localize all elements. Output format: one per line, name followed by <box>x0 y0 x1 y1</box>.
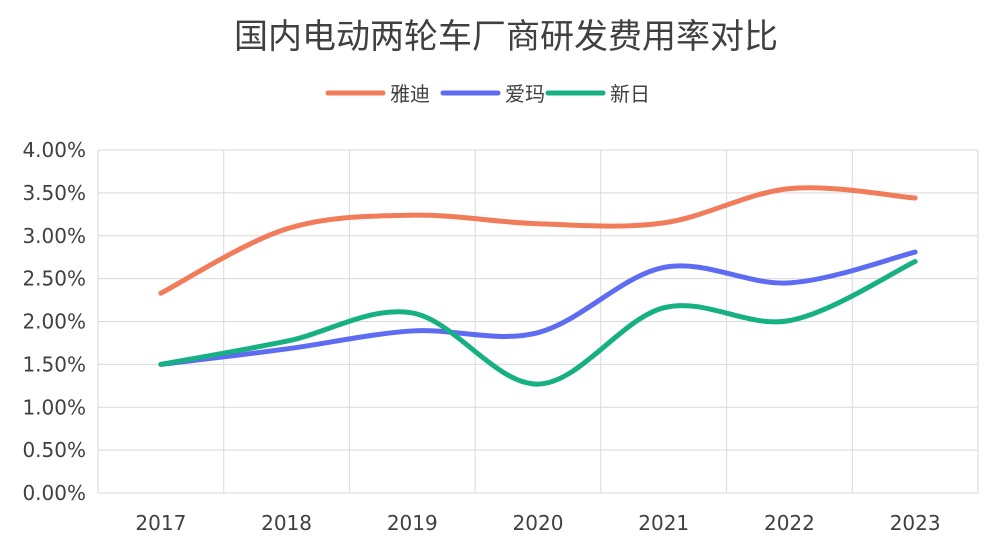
y-tick-label: 0.00% <box>22 481 86 505</box>
legend-label: 雅迪 <box>390 82 430 106</box>
y-tick-label: 3.50% <box>22 181 86 205</box>
series-lines <box>158 185 918 387</box>
y-axis-ticks: 0.00% 0.50% 1.00% 1.50% 2.00% 2.50% 3.00% 3.50%… <box>22 138 86 505</box>
y-tick-label: 0.50% <box>22 438 86 462</box>
x-tick-label: 2023 <box>890 511 941 535</box>
x-tick-label: 2017 <box>135 511 186 535</box>
y-tick-label: 3.00% <box>22 224 86 248</box>
x-tick-label: 2018 <box>261 511 312 535</box>
x-tick-label: 2022 <box>764 511 815 535</box>
grid <box>97 149 979 494</box>
x-axis-ticks: 2017 2018 2019 2020 2021 2022 2023 <box>135 511 940 535</box>
legend-label: 新日 <box>610 82 650 106</box>
x-tick-label: 2019 <box>387 511 438 535</box>
legend: 雅迪 爱玛 新日 <box>325 82 650 106</box>
y-tick-label: 1.50% <box>22 352 86 376</box>
x-tick-label: 2020 <box>513 511 564 535</box>
y-tick-label: 4.00% <box>22 138 86 162</box>
legend-label: 爱玛 <box>505 82 545 106</box>
series-line-1 <box>158 185 918 296</box>
series-line-2 <box>158 249 918 367</box>
chart-title: 国内电动两轮车厂商研发费用率对比 <box>234 17 778 57</box>
x-tick-label: 2021 <box>638 511 689 535</box>
y-tick-label: 2.00% <box>22 310 86 334</box>
y-tick-label: 1.00% <box>22 395 86 419</box>
y-tick-label: 2.50% <box>22 267 86 291</box>
series-line-3 <box>158 258 918 387</box>
